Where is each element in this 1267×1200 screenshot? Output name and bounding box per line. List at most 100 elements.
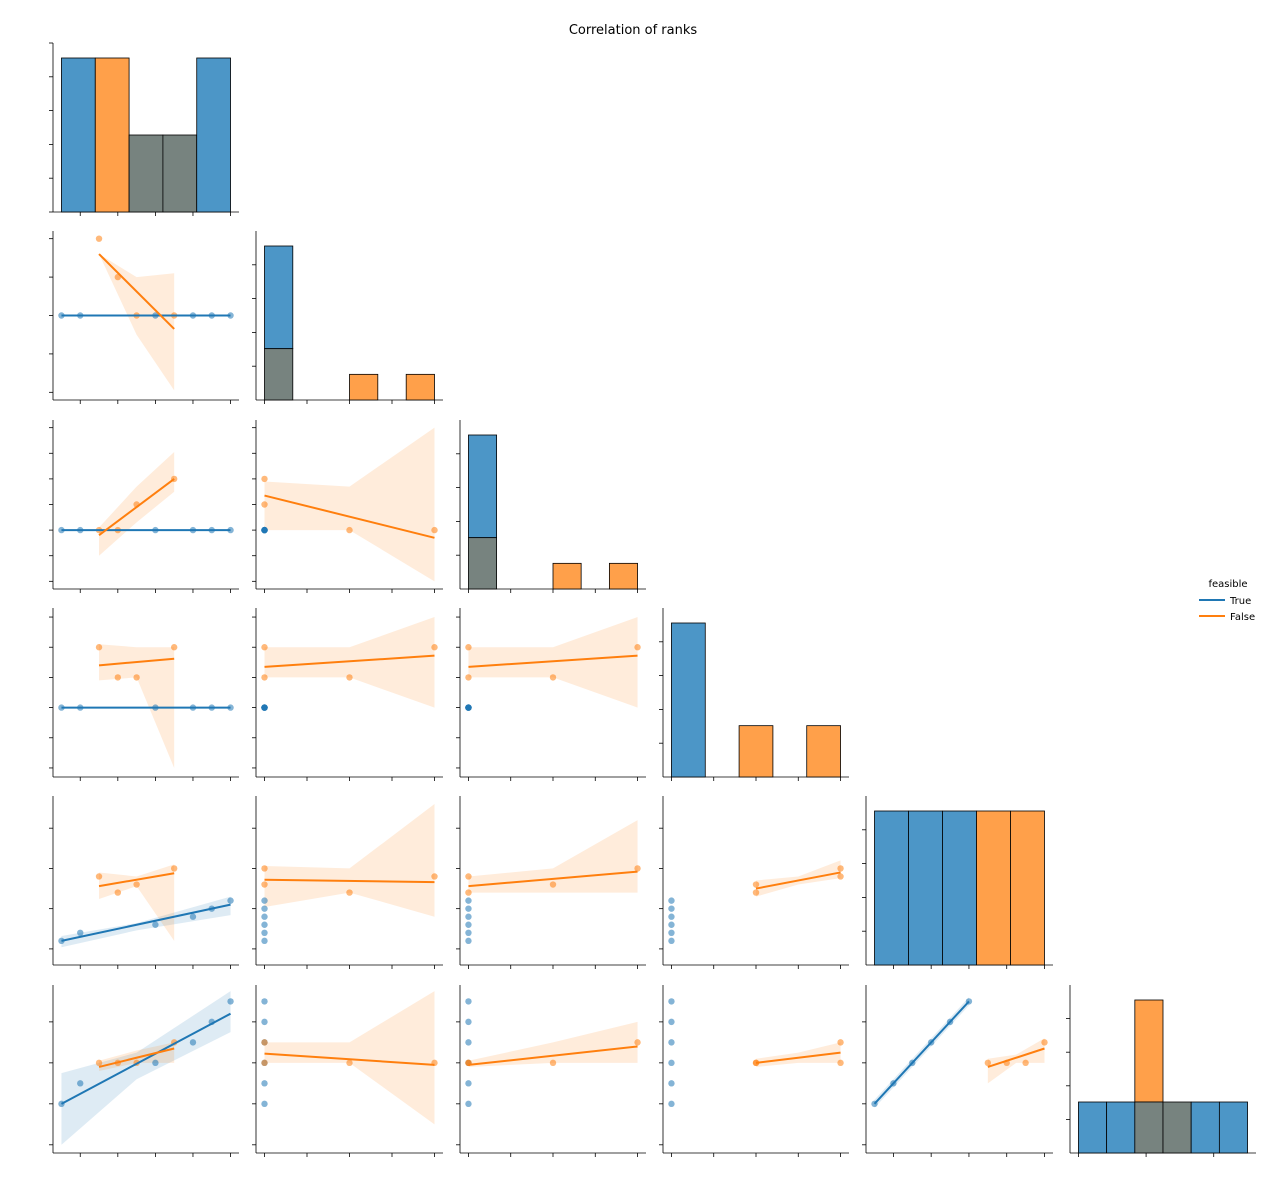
- panel-v1-f1: [49, 231, 239, 404]
- point-infeasible: [431, 873, 438, 880]
- histogram-bar: [1010, 810, 1045, 966]
- confidence-band-infeasible: [468, 1021, 638, 1067]
- point-infeasible: [346, 526, 353, 534]
- regression-line-infeasible: [468, 870, 638, 888]
- histogram-bar: [468, 434, 498, 539]
- regression-line-feasible: [873, 1000, 970, 1105]
- point-feasible: [465, 998, 472, 1005]
- regression-line-infeasible: [264, 1052, 435, 1066]
- point-infeasible: [465, 889, 472, 896]
- point-feasible: [465, 897, 472, 904]
- point-feasible: [668, 929, 675, 937]
- point-feasible: [77, 1080, 84, 1087]
- point-infeasible: [170, 865, 178, 872]
- panel-f1-f1: [49, 42, 239, 216]
- point-feasible: [668, 1080, 675, 1087]
- point-feasible: [465, 1039, 472, 1046]
- point-feasible: [668, 1059, 675, 1067]
- histogram-bar: [552, 562, 582, 590]
- regression-line-infeasible: [468, 654, 638, 668]
- histogram-bar: [908, 810, 943, 966]
- point-feasible: [261, 897, 268, 904]
- panel-paretoFV-Deb: [862, 985, 1053, 1157]
- point-feasible: [668, 897, 675, 904]
- histogram-bar: [1134, 999, 1164, 1103]
- panel-Deb-v1: [252, 796, 443, 969]
- regression-line-infeasible: [264, 878, 435, 884]
- histogram-bar: [1078, 1101, 1108, 1154]
- point-infeasible: [984, 1059, 992, 1067]
- point-feasible: [465, 1080, 472, 1087]
- panel-paretoFV-f1: [49, 985, 239, 1157]
- point-feasible: [261, 998, 268, 1005]
- point-infeasible: [95, 873, 103, 880]
- point-feasible: [465, 913, 472, 920]
- histogram-bar: [61, 57, 96, 213]
- histogram-bar: [942, 810, 977, 966]
- point-infeasible: [634, 1039, 641, 1046]
- histogram-bar: [128, 134, 164, 213]
- point-feasible: [261, 704, 268, 711]
- histogram-bar: [671, 622, 706, 778]
- panel-Deb-v2: [456, 796, 646, 969]
- point-infeasible: [465, 674, 472, 681]
- point-infeasible: [170, 644, 178, 651]
- point-infeasible: [346, 889, 353, 896]
- regression-line-infeasible: [755, 1051, 841, 1064]
- regression-line-feasible: [60, 1012, 232, 1105]
- point-feasible: [465, 937, 472, 945]
- confidence-band-infeasible: [264, 991, 435, 1125]
- point-infeasible: [261, 1059, 268, 1067]
- point-infeasible: [95, 235, 103, 242]
- panel-Deb-paretoV: [659, 796, 849, 969]
- point-infeasible: [95, 644, 103, 651]
- point-infeasible: [837, 873, 844, 880]
- confidence-band-infeasible: [468, 617, 638, 708]
- point-infeasible: [261, 1039, 268, 1046]
- point-feasible: [261, 1018, 268, 1026]
- histogram-bar: [94, 57, 130, 213]
- point-infeasible: [431, 526, 438, 534]
- point-feasible: [261, 929, 268, 937]
- confidence-band-infeasible: [264, 617, 435, 708]
- point-infeasible: [465, 873, 472, 880]
- point-feasible: [152, 921, 159, 928]
- point-feasible: [668, 998, 675, 1005]
- point-infeasible: [114, 674, 122, 681]
- histogram-bar: [349, 373, 379, 401]
- point-feasible: [261, 913, 268, 920]
- histogram-bar: [468, 537, 498, 590]
- regression-line-infeasible: [755, 871, 841, 890]
- panel-paretoFV-v2: [456, 985, 646, 1157]
- confidence-band-infeasible: [987, 1038, 1045, 1084]
- point-infeasible: [261, 881, 268, 888]
- histogram-bar: [1190, 1101, 1220, 1154]
- point-feasible: [465, 1100, 472, 1108]
- point-feasible: [465, 921, 472, 928]
- point-infeasible: [837, 1039, 844, 1046]
- panel-paretoV-paretoV: [659, 608, 849, 781]
- histogram-bar: [405, 373, 435, 401]
- point-feasible: [189, 1039, 197, 1046]
- legend-label-false: False: [1230, 612, 1255, 623]
- histogram-bar: [1162, 1101, 1192, 1154]
- point-feasible: [668, 905, 675, 912]
- histogram-bar: [874, 810, 909, 966]
- histogram-bar: [162, 134, 198, 213]
- regression-line-infeasible: [98, 1047, 175, 1068]
- regression-line-infeasible: [98, 657, 175, 667]
- panel-paretoV-f1: [49, 608, 239, 781]
- histogram-bar: [196, 57, 231, 213]
- point-feasible: [261, 526, 268, 534]
- regression-line-infeasible: [98, 253, 175, 330]
- histogram-bar: [264, 245, 294, 350]
- point-feasible: [227, 998, 234, 1005]
- panel-grid: [49, 42, 1256, 1157]
- legend-title: feasible: [1208, 579, 1247, 590]
- histogram-bar: [608, 562, 638, 590]
- point-infeasible: [752, 1059, 760, 1067]
- point-feasible: [668, 1018, 675, 1026]
- point-feasible: [465, 905, 472, 912]
- histogram-bar: [1106, 1101, 1136, 1154]
